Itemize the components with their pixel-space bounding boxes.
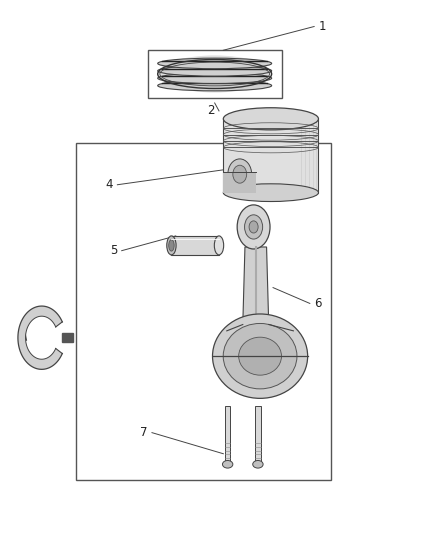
Ellipse shape — [169, 240, 174, 251]
Ellipse shape — [223, 461, 233, 468]
Ellipse shape — [228, 159, 252, 190]
Bar — [76, 142, 332, 480]
Text: 4: 4 — [106, 178, 113, 191]
Bar — [225, 406, 230, 464]
Ellipse shape — [223, 108, 318, 130]
Ellipse shape — [244, 215, 263, 239]
Polygon shape — [18, 306, 62, 369]
Ellipse shape — [158, 58, 272, 69]
Ellipse shape — [158, 80, 272, 91]
Polygon shape — [243, 247, 269, 325]
Text: 6: 6 — [314, 297, 321, 310]
Polygon shape — [62, 334, 73, 342]
Ellipse shape — [158, 55, 272, 93]
Ellipse shape — [223, 324, 297, 389]
Ellipse shape — [212, 314, 307, 398]
Bar — [255, 406, 261, 464]
Text: 2: 2 — [207, 104, 215, 117]
Text: 8: 8 — [17, 334, 25, 347]
Bar — [223, 172, 256, 192]
Text: 1: 1 — [318, 20, 326, 33]
Ellipse shape — [249, 221, 258, 233]
Ellipse shape — [158, 66, 272, 76]
Ellipse shape — [214, 236, 224, 255]
Bar — [148, 50, 282, 98]
Ellipse shape — [223, 184, 318, 201]
Ellipse shape — [167, 236, 176, 255]
Text: 5: 5 — [110, 244, 117, 257]
Bar — [171, 236, 219, 255]
Ellipse shape — [158, 73, 272, 84]
Ellipse shape — [253, 461, 263, 468]
Ellipse shape — [233, 165, 247, 183]
Ellipse shape — [237, 205, 270, 249]
Text: 7: 7 — [140, 426, 148, 439]
Ellipse shape — [239, 337, 282, 375]
Bar — [223, 119, 318, 192]
